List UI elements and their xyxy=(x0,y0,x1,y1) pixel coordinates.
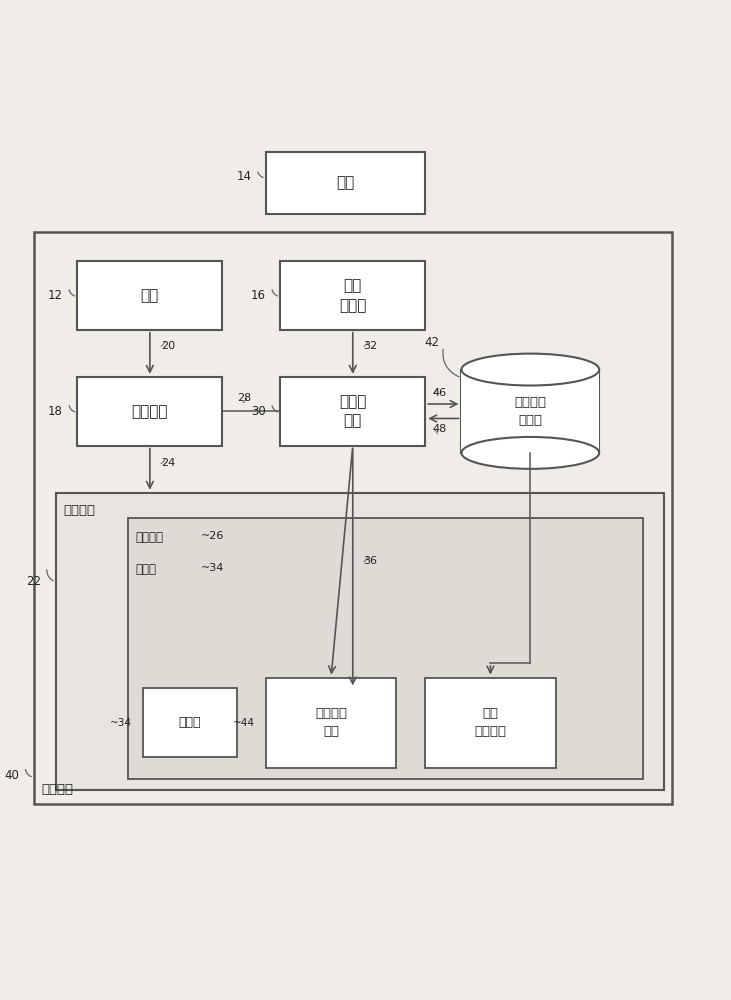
Text: 40: 40 xyxy=(4,769,20,782)
Text: 图像引擎: 图像引擎 xyxy=(132,404,168,419)
Text: 元数据: 元数据 xyxy=(135,563,156,576)
Text: 12: 12 xyxy=(48,289,63,302)
FancyBboxPatch shape xyxy=(461,370,599,458)
Text: 48: 48 xyxy=(433,424,447,434)
Ellipse shape xyxy=(461,437,599,469)
FancyBboxPatch shape xyxy=(56,493,664,790)
Text: 元数据: 元数据 xyxy=(178,716,201,729)
Text: 24: 24 xyxy=(161,458,175,468)
FancyBboxPatch shape xyxy=(266,678,396,768)
Text: ~44: ~44 xyxy=(233,718,255,728)
Text: 图像文件: 图像文件 xyxy=(135,531,163,544)
Text: 46: 46 xyxy=(433,388,447,398)
Text: 32: 32 xyxy=(363,341,378,351)
FancyBboxPatch shape xyxy=(77,377,222,446)
Text: 16: 16 xyxy=(251,289,266,302)
Text: 30: 30 xyxy=(251,405,266,418)
Text: 分子
检测器: 分子 检测器 xyxy=(339,278,366,313)
FancyBboxPatch shape xyxy=(143,688,237,757)
Text: 相机: 相机 xyxy=(141,288,159,303)
FancyBboxPatch shape xyxy=(461,370,599,453)
Text: 控制器
引擎: 控制器 引擎 xyxy=(339,394,366,429)
FancyBboxPatch shape xyxy=(77,261,222,330)
Text: 电子设备: 电子设备 xyxy=(41,783,73,796)
FancyBboxPatch shape xyxy=(34,232,672,804)
Text: 对象: 对象 xyxy=(336,175,355,190)
FancyBboxPatch shape xyxy=(280,261,425,330)
Ellipse shape xyxy=(461,354,599,386)
Text: 20: 20 xyxy=(161,341,175,351)
Text: 22: 22 xyxy=(26,575,41,588)
Text: 分子签名
数据库: 分子签名 数据库 xyxy=(515,396,546,427)
Text: ~26: ~26 xyxy=(200,531,224,541)
Text: 18: 18 xyxy=(48,405,63,418)
Text: 42: 42 xyxy=(425,336,440,349)
FancyBboxPatch shape xyxy=(280,377,425,446)
Text: 人类
可读名称: 人类 可读名称 xyxy=(474,707,507,738)
FancyBboxPatch shape xyxy=(425,678,556,768)
Text: 14: 14 xyxy=(236,170,251,183)
Text: 36: 36 xyxy=(363,556,378,566)
FancyBboxPatch shape xyxy=(266,152,425,214)
Text: 分子签名
标签: 分子签名 标签 xyxy=(315,707,347,738)
Text: ~34: ~34 xyxy=(200,563,224,573)
Text: 28: 28 xyxy=(237,393,251,403)
FancyBboxPatch shape xyxy=(128,518,643,779)
Text: ~34: ~34 xyxy=(110,718,132,728)
Text: 图像文件: 图像文件 xyxy=(63,504,95,517)
